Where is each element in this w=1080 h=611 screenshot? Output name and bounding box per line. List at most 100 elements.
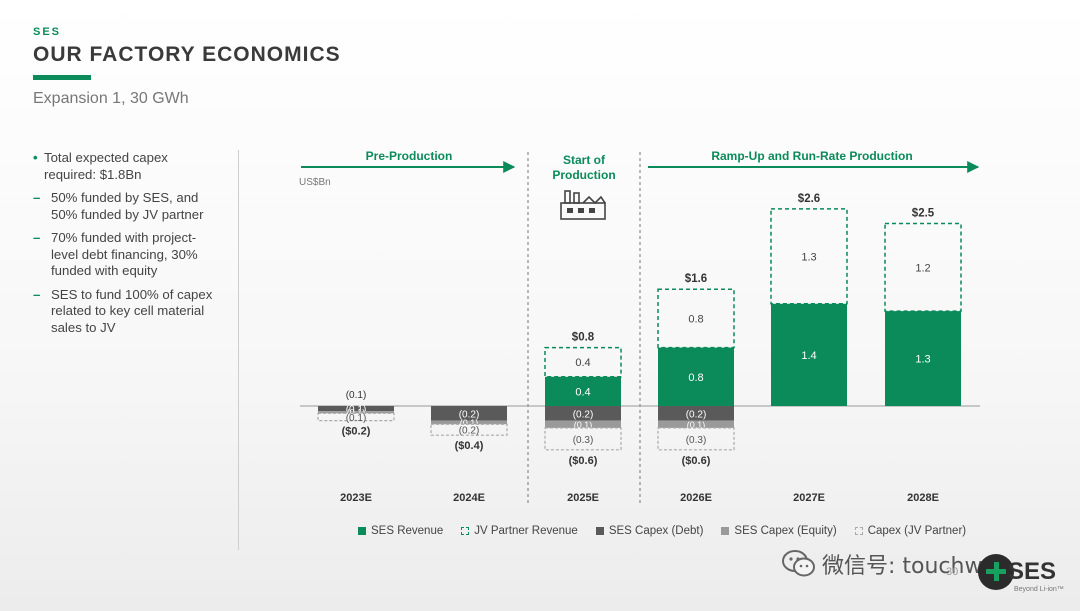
- wechat-watermark: 微信号: touchweb: [782, 548, 1010, 580]
- bar-ses-revenue: [771, 303, 847, 406]
- data-label: 0.8: [688, 372, 703, 384]
- legend-swatch: [461, 527, 470, 535]
- legend-swatch: [358, 527, 366, 535]
- wechat-icon: [782, 549, 816, 579]
- bullet-text: 70% funded with project-level debt finan…: [51, 230, 198, 278]
- data-label: 1.2: [915, 262, 930, 274]
- bullet-item: – SES to fund 100% of capex related to ke…: [33, 287, 223, 337]
- data-label: (0.3): [686, 435, 707, 446]
- bar-ses-capex-debt: [658, 406, 734, 421]
- bar-ses-capex-debt: [318, 406, 394, 412]
- x-tick-label: 2025E: [567, 492, 599, 504]
- bar-capex-jv-partner: [317, 412, 395, 422]
- data-label: (0.3): [573, 435, 594, 446]
- bar-ses-capex-equity: [545, 420, 621, 428]
- legend-item: SES Capex (Debt): [595, 525, 704, 537]
- data-label: (0.2): [573, 409, 594, 420]
- bullet-marker: •: [33, 150, 38, 165]
- legend-swatch: [595, 527, 604, 535]
- x-tick-label: 2026E: [680, 492, 712, 504]
- phase-label: Ramp-Up and Run-Rate Production: [711, 149, 912, 163]
- bar-capex-jv-partner: [657, 427, 735, 451]
- data-label: (0.1): [574, 420, 593, 430]
- ses-logo: SES Beyond Li-ion™: [978, 552, 1068, 598]
- bar-jv-partner-revenue: [544, 346, 622, 378]
- data-label: (0.1): [687, 420, 706, 430]
- total-label: $0.8: [572, 332, 595, 344]
- bullet-item: • Total expected capex required: $1.8Bn: [33, 150, 223, 183]
- legend-swatch: [854, 527, 863, 535]
- total-label: $1.6: [685, 273, 707, 285]
- data-label: 0.8: [688, 313, 703, 325]
- factory-icon: [560, 190, 606, 220]
- legend-item: JV Partner Revenue: [461, 525, 578, 537]
- data-label: (0.2): [686, 409, 707, 420]
- phase-label: Pre-Production: [366, 149, 453, 163]
- data-label: (0.2): [459, 409, 480, 420]
- bar-ses-capex-equity: [318, 411, 394, 414]
- bar-ses-capex-equity: [431, 420, 507, 425]
- data-label: (0.1): [460, 418, 479, 428]
- brand-label: SES: [33, 26, 62, 38]
- bullet-text: Total expected capex required: $1.8Bn: [44, 150, 168, 182]
- legend-label: SES Capex (Equity): [734, 525, 837, 537]
- total-label: $2.6: [798, 193, 820, 205]
- bullet-marker: –: [33, 190, 41, 205]
- data-label: 1.3: [915, 354, 930, 366]
- page-title: OUR FACTORY ECONOMICS: [33, 43, 341, 66]
- total-label: ($0.2): [342, 426, 371, 438]
- x-tick-label: 2027E: [793, 492, 825, 504]
- total-label: ($0.4): [455, 440, 484, 452]
- page-subtitle: Expansion 1, 30 GWh: [33, 90, 189, 107]
- bullet-text: 50% funded by SES, and 50% funded by JV …: [51, 190, 204, 222]
- logo-plus-vertical: [993, 562, 999, 581]
- data-label: 1.4: [801, 350, 816, 362]
- bar-ses-revenue: [885, 311, 961, 406]
- bar-jv-partner-revenue: [770, 208, 848, 305]
- data-label: 1.3: [801, 251, 816, 263]
- bullet-list: • Total expected capex required: $1.8Bn –5…: [33, 150, 223, 343]
- legend-label: SES Revenue: [371, 525, 444, 537]
- bullet-item: –70% funded with project-level debt fina…: [33, 230, 223, 280]
- bar-ses-capex-debt: [431, 406, 507, 421]
- legend-label: JV Partner Revenue: [474, 525, 578, 537]
- bar-ses-revenue: [545, 376, 621, 406]
- bar-capex-jv-partner: [544, 427, 622, 451]
- phase-label: Production: [552, 168, 615, 182]
- data-label: 0.4: [575, 386, 590, 398]
- x-tick-label: 2023E: [340, 492, 372, 504]
- bar-ses-capex-debt: [545, 406, 621, 421]
- bar-capex-jv-partner: [430, 423, 508, 436]
- chart-legend: SES Revenue JV Partner Revenue SES Capex (…: [358, 525, 966, 537]
- bullet-marker: –: [33, 230, 41, 245]
- legend-item: Capex (JV Partner): [854, 525, 967, 537]
- total-label: (0.1): [346, 390, 367, 401]
- legend-item: SES Capex (Equity): [721, 525, 837, 537]
- logo-tagline: Beyond Li-ion™: [1014, 586, 1064, 593]
- data-label: (0.2): [459, 426, 480, 437]
- legend-label: Capex (JV Partner): [867, 525, 967, 537]
- x-tick-label: 2028E: [907, 492, 939, 504]
- x-tick-label: 2024E: [453, 492, 485, 504]
- page-number: 30: [946, 566, 959, 578]
- total-label: $2.5: [912, 208, 935, 220]
- legend-label: SES Capex (Debt): [608, 525, 704, 537]
- legend-item: SES Revenue: [358, 525, 443, 537]
- bar-ses-revenue: [658, 347, 734, 406]
- bar-ses-capex-equity: [658, 420, 734, 428]
- data-label: 0.4: [575, 357, 590, 369]
- logo-text: SES: [1008, 558, 1057, 585]
- total-label: ($0.6): [569, 455, 598, 467]
- phase-label: Start of: [563, 153, 606, 167]
- legend-swatch: [721, 527, 730, 535]
- title-underline: [33, 75, 91, 80]
- unit-label: US$Bn: [299, 177, 331, 188]
- total-label: ($0.6): [682, 455, 711, 467]
- data-label: (0.1): [346, 413, 367, 424]
- bar-jv-partner-revenue: [884, 222, 962, 312]
- bullet-marker: –: [33, 286, 41, 302]
- bar-jv-partner-revenue: [657, 288, 735, 349]
- vertical-divider: [238, 150, 239, 550]
- bullet-item: –50% funded by SES, and 50% funded by JV…: [33, 190, 223, 223]
